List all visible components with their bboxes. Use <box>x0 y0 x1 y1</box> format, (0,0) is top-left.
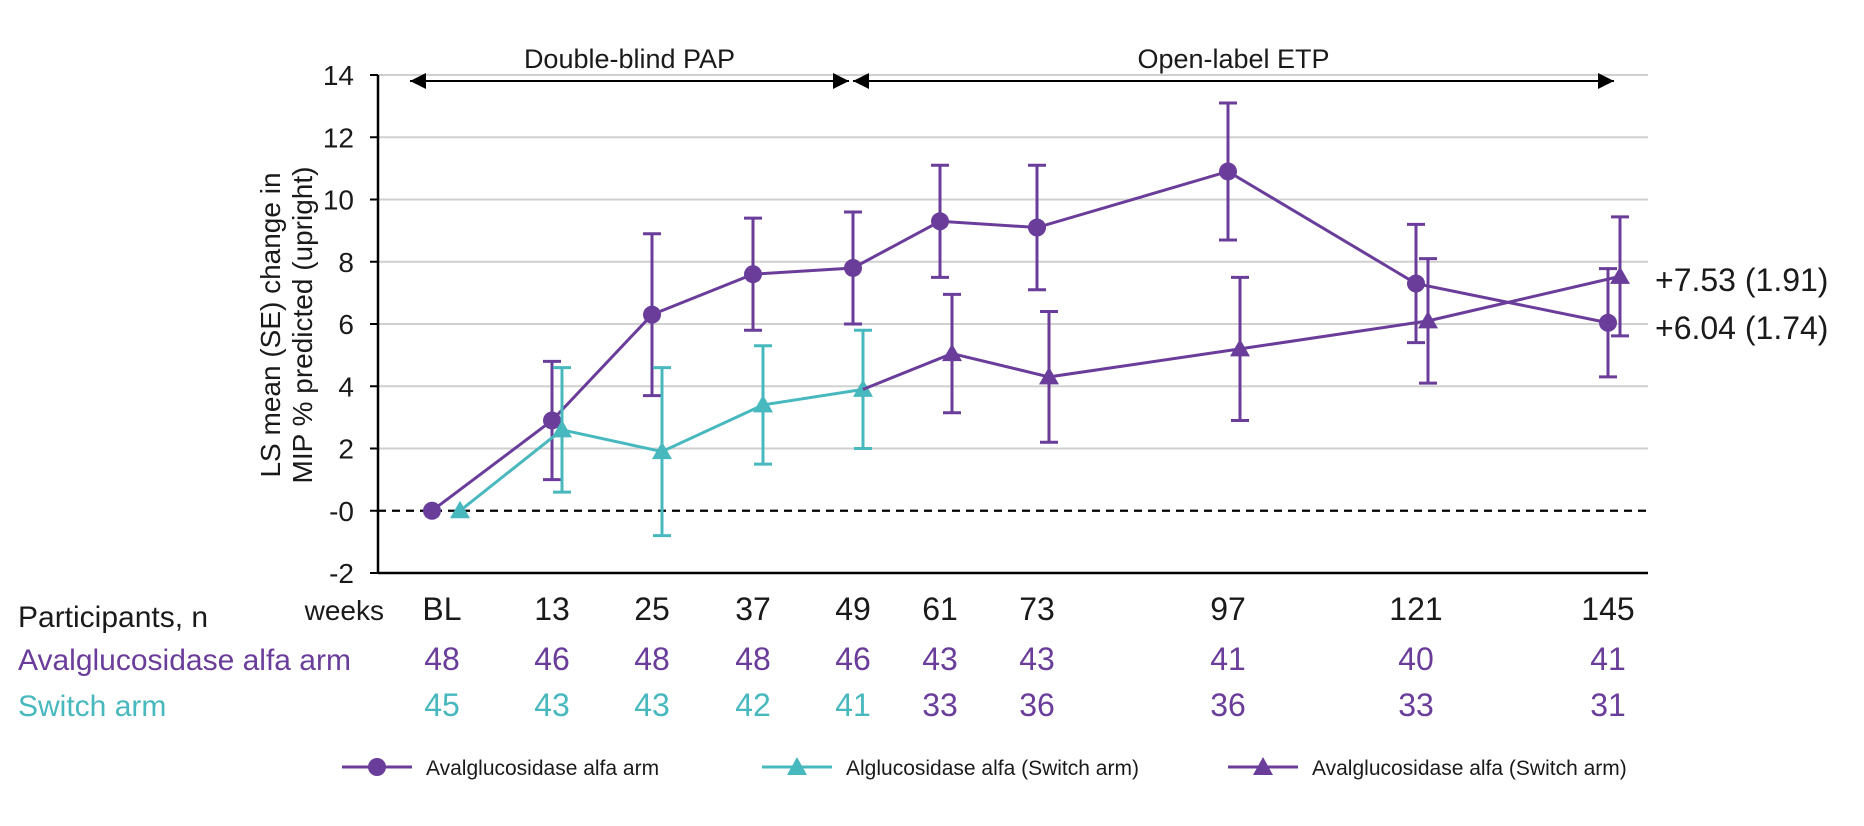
participants-count: 41 <box>835 687 871 723</box>
x-tick-label: 145 <box>1581 591 1634 627</box>
legend: Avalglucosidase alfa arm Alglucosidase al… <box>342 757 1627 780</box>
axes: -2 -0 2 4 6 8 10 12 14 LS mean (SE) change inMIP … <box>255 60 1648 627</box>
x-tick-label: BL <box>422 591 461 627</box>
data-point <box>1219 162 1237 181</box>
y-axis-label-line2: MIP % predicted (upright) <box>287 167 318 484</box>
legend-label: Avalglucosidase alfa arm <box>426 757 659 780</box>
series-1 <box>450 328 873 538</box>
y-tick-label: 12 <box>323 122 354 153</box>
legend-marker <box>787 757 807 775</box>
x-tick-label: 97 <box>1210 591 1246 627</box>
x-tick-label: 73 <box>1019 591 1055 627</box>
legend-marker <box>1253 757 1273 775</box>
annotations: +7.53 (1.91) +6.04 (1.74) <box>1655 262 1828 346</box>
participants-row-label: Avalglucosidase alfa arm <box>18 644 351 677</box>
legend-label: Avalglucosidase alfa (Switch arm) <box>1312 757 1627 780</box>
data-point <box>1407 274 1425 293</box>
value-annotation: +6.04 (1.74) <box>1655 310 1828 346</box>
data-point <box>942 343 962 362</box>
participants-count: 43 <box>1019 641 1055 677</box>
y-tick-label: 2 <box>338 434 354 465</box>
y-tick-label: 10 <box>323 185 354 216</box>
data-point <box>1599 313 1617 332</box>
participants-count: 46 <box>534 641 570 677</box>
data-point <box>543 411 561 430</box>
period-label: Double-blind PAP <box>524 44 735 74</box>
participants-count: 36 <box>1019 687 1055 723</box>
participants-count: 45 <box>424 687 460 723</box>
participants-count: 36 <box>1210 687 1246 723</box>
x-tick-label: 61 <box>922 591 958 627</box>
participants-count: 31 <box>1590 687 1626 723</box>
data-point <box>1039 366 1059 385</box>
data-point <box>753 394 773 413</box>
y-tick-label: 4 <box>338 371 354 402</box>
participants-count: 41 <box>1590 641 1626 677</box>
participants-count: 48 <box>424 641 460 677</box>
series-line <box>862 274 1621 391</box>
legend-item-0: Avalglucosidase alfa arm <box>342 757 659 780</box>
y-tick-label: -0 <box>329 496 354 527</box>
study-periods: Double-blind PAP Open-label ETP <box>410 44 1614 89</box>
participants-header: Participants, n <box>18 601 208 634</box>
participants-count: 48 <box>735 641 771 677</box>
series-line <box>431 169 1609 512</box>
value-annotation: +7.53 (1.91) <box>1655 262 1828 298</box>
participants-count: 42 <box>735 687 771 723</box>
data-point <box>423 501 441 520</box>
participants-count: 48 <box>634 641 670 677</box>
data-point <box>931 212 949 231</box>
x-tick-label: 13 <box>534 591 570 627</box>
data-point <box>744 265 762 284</box>
participants-count: 43 <box>634 687 670 723</box>
y-tick-label: 6 <box>338 309 354 340</box>
x-tick-label: 121 <box>1389 591 1442 627</box>
participants-count: 46 <box>835 641 871 677</box>
y-axis-label-line1: LS mean (SE) change in <box>255 172 286 477</box>
data-point <box>844 258 862 277</box>
participants-count: 33 <box>922 687 958 723</box>
participants-row-label: Switch arm <box>18 690 166 723</box>
participants-count: 33 <box>1398 687 1434 723</box>
data-point <box>1028 218 1046 237</box>
y-axis-label: LS mean (SE) change inMIP % predicted (u… <box>255 167 318 484</box>
x-tick-label: 49 <box>835 591 871 627</box>
series-0 <box>423 101 1617 520</box>
participants-count: 43 <box>534 687 570 723</box>
period-label: Open-label ETP <box>1137 44 1329 74</box>
data-point <box>450 500 470 519</box>
participants-count: 40 <box>1398 641 1434 677</box>
participants-count: 41 <box>1210 641 1246 677</box>
data-point <box>1610 266 1630 284</box>
x-unit-label: weeks <box>304 595 384 626</box>
legend-marker <box>368 758 386 776</box>
data-point <box>1418 310 1438 329</box>
legend-label: Alglucosidase alfa (Switch arm) <box>846 757 1139 780</box>
participants-table: Participants, n Avalglucosidase alfa arm 4… <box>18 601 1626 723</box>
participants-count: 43 <box>922 641 958 677</box>
data-point <box>643 305 661 324</box>
data-point <box>552 419 572 438</box>
data-series <box>423 101 1630 538</box>
y-tick-label: -2 <box>329 558 354 589</box>
data-point <box>1230 338 1250 357</box>
data-point <box>652 441 672 460</box>
legend-item-2: Avalglucosidase alfa (Switch arm) <box>1228 757 1627 780</box>
y-tick-label: 14 <box>323 60 354 91</box>
y-tick-label: 8 <box>338 247 354 278</box>
x-tick-label: 37 <box>735 591 771 627</box>
x-tick-label: 25 <box>634 591 670 627</box>
series-2 <box>862 215 1630 444</box>
legend-item-1: Alglucosidase alfa (Switch arm) <box>762 757 1139 780</box>
